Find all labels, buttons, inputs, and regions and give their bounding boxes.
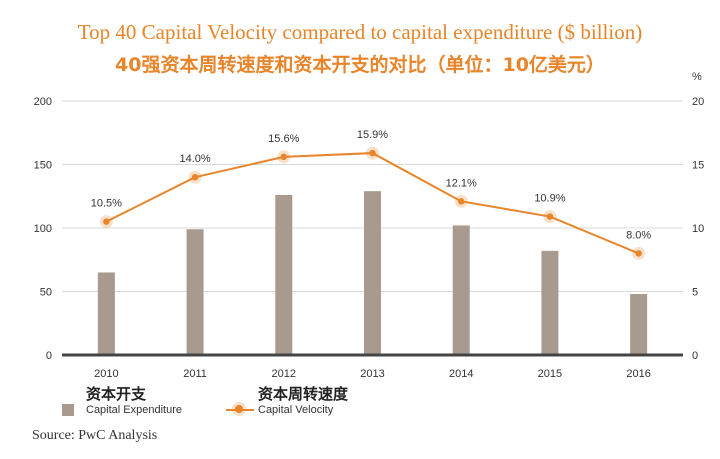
x-tick-label: 2013 [360,368,384,380]
capex-bar [186,229,204,355]
bar-series [97,191,648,355]
y-left-tick-label: 100 [34,223,52,235]
y-right-tick-label: 10 [692,223,704,235]
line-data-labels: 10.5% 14.0% 15.6% 15.9% 12.1% 10.9% 8.0% [91,129,652,241]
axes: 0 50 100 150 200 0 5 10 15 20% 2010 2011 2012 2013 201… [34,71,705,380]
x-tick-label: 2010 [94,368,118,380]
legend-line: 资本周转速度 Capital Velocity [226,385,349,416]
legend-line-label-en: Capital Velocity [258,404,334,416]
velocity-point [280,153,287,161]
legend-bar-label-cn: 资本开支 [86,385,147,403]
velocity-point [191,174,199,181]
legend-bar: 资本开支 Capital Expenditure [62,386,182,416]
velocity-point [546,213,554,220]
velocity-data-label: 8.0% [626,229,651,241]
capex-bar [97,272,115,355]
y-left-tick-label: 200 [34,96,52,108]
legend-bar-swatch [62,404,74,416]
velocity-data-label: 12.1% [446,177,477,189]
velocity-point [635,250,642,257]
y-left-tick-label: 0 [46,350,52,362]
velocity-data-label: 10.9% [534,193,565,205]
capex-bar [541,250,559,355]
x-tick-label: 2015 [538,368,562,380]
line-points [99,146,646,260]
y-right-tick-label: 0 [692,350,698,362]
velocity-point [458,198,465,205]
velocity-point [103,218,110,225]
y-right-unit: % [692,71,702,83]
legend-line-label-cn: 资本周转速度 [258,385,349,403]
capex-bar [452,225,470,355]
x-tick-label: 2016 [626,368,650,380]
source-note: Source: PwC Analysis [32,428,158,443]
chart-title: Top 40 Capital Velocity compared to capi… [77,20,643,44]
capex-bar [275,194,293,355]
velocity-data-label: 15.9% [357,129,388,141]
y-right-tick-label: 15 [692,160,704,172]
velocity-data-label: 14.0% [179,153,210,165]
legend-bar-label-en: Capital Expenditure [86,404,183,416]
velocity-data-label: 10.5% [91,198,122,210]
velocity-data-label: 15.6% [268,133,299,145]
x-tick-label: 2012 [272,368,296,380]
y-right-tick-label: 20 [692,96,704,108]
y-left-tick-label: 50 [40,287,52,299]
capex-bar [364,191,381,355]
y-left-tick-label: 150 [34,160,52,172]
y-right-tick-label: 5 [692,287,698,299]
x-tick-label: 2011 [183,368,207,380]
velocity-point [369,149,376,157]
x-tick-label: 2014 [449,368,473,380]
chart-subtitle: 40强资本周转速度和资本开支的对比（单位：10亿美元） [115,54,605,76]
capex-bar [630,294,648,355]
legend-line-marker [235,405,243,413]
